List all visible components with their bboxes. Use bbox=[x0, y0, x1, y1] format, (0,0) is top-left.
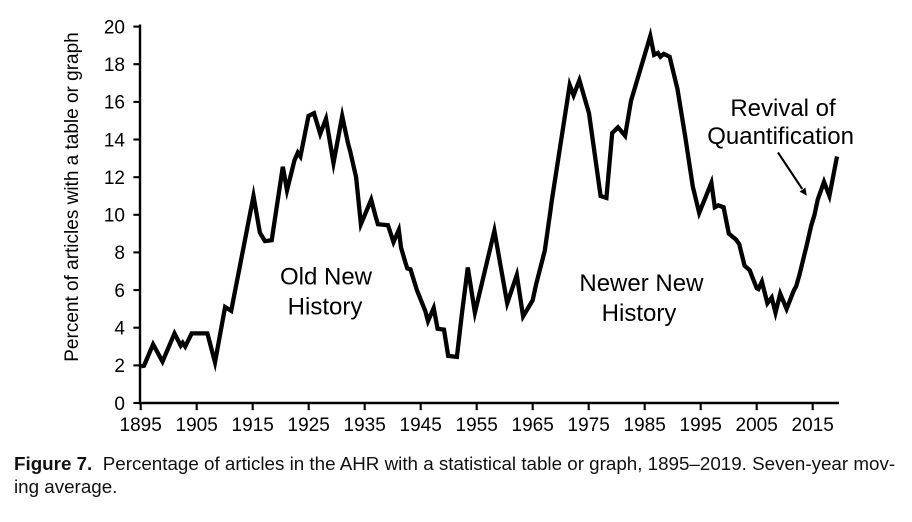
svg-text:History: History bbox=[602, 300, 677, 327]
svg-text:2: 2 bbox=[114, 356, 125, 377]
svg-text:1915: 1915 bbox=[232, 415, 274, 436]
svg-text:1995: 1995 bbox=[680, 415, 722, 436]
svg-text:6: 6 bbox=[114, 281, 125, 302]
svg-text:1985: 1985 bbox=[624, 415, 666, 436]
svg-text:1905: 1905 bbox=[176, 415, 218, 436]
svg-text:16: 16 bbox=[104, 93, 125, 114]
svg-text:18: 18 bbox=[104, 55, 125, 76]
svg-text:1955: 1955 bbox=[456, 415, 498, 436]
svg-text:0: 0 bbox=[114, 394, 125, 415]
svg-text:Quantification: Quantification bbox=[707, 123, 854, 150]
svg-text:2005: 2005 bbox=[736, 415, 778, 436]
svg-text:Percent of articles with a tab: Percent of articles with a table or grap… bbox=[62, 32, 83, 362]
svg-text:1945: 1945 bbox=[400, 415, 442, 436]
svg-text:1935: 1935 bbox=[344, 415, 386, 436]
svg-text:1925: 1925 bbox=[288, 415, 330, 436]
svg-text:8: 8 bbox=[114, 243, 125, 264]
svg-text:History: History bbox=[288, 293, 363, 320]
svg-text:Revival of: Revival of bbox=[730, 95, 836, 122]
svg-text:2015: 2015 bbox=[792, 415, 834, 436]
svg-text:4: 4 bbox=[114, 319, 125, 340]
svg-text:20: 20 bbox=[104, 17, 125, 38]
svg-text:1975: 1975 bbox=[568, 415, 610, 436]
svg-text:1965: 1965 bbox=[512, 415, 554, 436]
svg-text:Newer New: Newer New bbox=[579, 270, 704, 297]
svg-text:10: 10 bbox=[104, 206, 125, 227]
svg-text:14: 14 bbox=[104, 130, 126, 151]
svg-text:1895: 1895 bbox=[120, 415, 162, 436]
svg-text:Old New: Old New bbox=[280, 264, 373, 291]
svg-text:12: 12 bbox=[104, 168, 125, 189]
